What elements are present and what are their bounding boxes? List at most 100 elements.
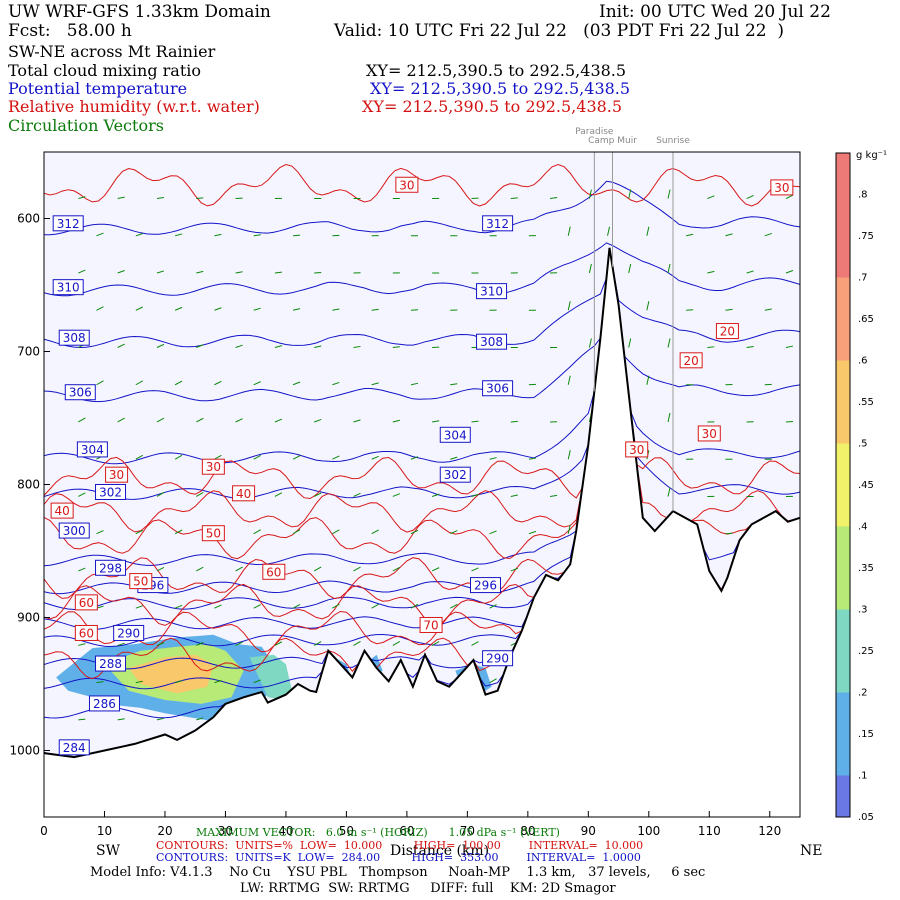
circulation-vector-158 <box>471 494 479 497</box>
circulation-vector-142 <box>567 450 571 460</box>
x-tick-label-2: 20 <box>157 824 172 838</box>
circulation-vector-58 <box>135 306 144 311</box>
circulation-vector-183 <box>235 566 243 572</box>
circulation-vector-181 <box>156 566 165 572</box>
colorbar-swatch-18 <box>836 526 850 548</box>
colorbar-tick-0: .8 <box>858 190 868 201</box>
max-vector-info: MAXIMUM VECTOR: 6.0 m s⁻¹ (HORIZ) 1.05 d… <box>196 826 560 839</box>
circulation-vector-176 <box>528 530 537 535</box>
circulation-vector-115 <box>196 417 204 423</box>
x-tick-label-3: 30 <box>218 824 233 838</box>
colorbar-swatch-16 <box>836 485 850 507</box>
field-cloud-xy: XY= 212.5,390.5 to 292.5,438.5 <box>366 61 627 80</box>
rh-label-2-box <box>105 466 129 483</box>
theta-label-13: 312 <box>486 217 509 231</box>
rh-label-7-box <box>129 573 153 590</box>
theta-label-20-box <box>482 650 514 667</box>
rh-label-15-box <box>625 441 649 458</box>
y-tick-label-4: 1000 <box>9 744 40 758</box>
circulation-vector-106 <box>567 375 571 385</box>
circulation-vector-119 <box>353 419 361 423</box>
circulation-vector-64 <box>371 308 379 311</box>
colorbar-tick-4: .6 <box>858 356 868 367</box>
colorbar-swatch-25 <box>836 671 850 693</box>
site-label-1: Camp Muir <box>588 136 637 146</box>
circulation-vector-220 <box>78 718 86 721</box>
circulation-vector-83 <box>392 346 400 349</box>
theta-label-3: 290 <box>117 626 140 640</box>
colorbar-swatch-11 <box>836 381 850 403</box>
terrain-line <box>43 247 801 759</box>
circulation-vector-135 <box>292 455 301 460</box>
circulation-vector-59 <box>174 306 183 311</box>
rh-label-9: 60 <box>79 596 94 610</box>
x-tick-label-1: 10 <box>97 824 112 838</box>
theta-label-7-box <box>95 483 127 500</box>
circulation-vector-167 <box>174 529 183 535</box>
circulation-vector-22 <box>214 233 222 237</box>
rh-label-10: 60 <box>79 626 94 640</box>
colorbar-swatch-14 <box>836 443 850 465</box>
colorbar-swatch-31 <box>836 796 850 818</box>
circulation-vector-34 <box>686 233 694 237</box>
colorbar-tick-11: .25 <box>858 646 874 657</box>
circulation-vector-91 <box>707 346 715 349</box>
circulation-vector-217 <box>214 679 222 684</box>
circulation-vector-70 <box>646 301 650 311</box>
circulation-vector-120 <box>392 419 400 423</box>
rh-label-14: 30 <box>702 427 717 441</box>
field-rh-label: Relative humidity (w.r.t. water) <box>8 97 260 116</box>
circulation-vector-223 <box>196 717 204 721</box>
model-title: UW WRF-GFS 1.33km Domain <box>8 2 271 22</box>
colorbar-tick-15: .05 <box>858 812 874 823</box>
circulation-vector-208 <box>313 641 322 646</box>
field-cloud-label: Total cloud mixing ratio <box>8 61 202 80</box>
circulation-vector-134 <box>253 454 261 460</box>
circulation-vector-170 <box>292 529 301 535</box>
circulation-vector-33 <box>646 226 650 236</box>
section-description: SW-NE across Mt Rainier <box>8 42 216 61</box>
colorbar-swatch-6 <box>836 277 850 299</box>
circulation-vector-3 <box>196 197 204 200</box>
theta-label-10: 308 <box>63 331 86 345</box>
rh-label-7: 50 <box>133 575 148 589</box>
circulation-vector-69 <box>567 301 571 311</box>
rh-label-12-box <box>715 323 739 340</box>
circulation-vector-96 <box>174 380 183 386</box>
circulation-vector-129 <box>785 420 793 423</box>
circulation-vector-174 <box>450 530 458 535</box>
theta-label-19-box <box>470 577 502 594</box>
circulation-vector-155 <box>353 492 361 497</box>
colorbar-tick-8: .4 <box>858 522 868 533</box>
colorbar-swatch-2 <box>836 194 850 216</box>
circulation-vector-203 <box>117 642 125 646</box>
circulation-vector-42 <box>235 271 243 274</box>
theta-label-9: 306 <box>69 386 92 400</box>
circulation-vector-209 <box>353 641 361 646</box>
rh-label-11: 70 <box>423 618 438 632</box>
circulation-vector-190 <box>510 567 518 572</box>
y-tick-label-0: 600 <box>17 212 40 226</box>
theta-contour-312 <box>44 180 800 236</box>
rh-label-8: 60 <box>266 565 281 579</box>
colorbar-tick-9: .35 <box>858 563 874 574</box>
circulation-vector-51 <box>588 263 592 274</box>
rh-label-9-box <box>74 594 98 611</box>
x-tick-label-11: 110 <box>698 824 721 838</box>
circulation-vector-100 <box>332 381 340 386</box>
theta-label-12-box <box>52 215 84 232</box>
circulation-vector-186 <box>353 566 361 572</box>
rh-label-5-box <box>232 485 256 502</box>
circulation-vector-215 <box>135 680 143 684</box>
circulation-vector-97 <box>214 380 222 386</box>
circulation-vector-77 <box>156 343 165 348</box>
circulation-vector-103 <box>450 383 458 386</box>
theta-label-2: 288 <box>99 657 122 671</box>
colorbar-swatch-21 <box>836 588 850 610</box>
rh-label-0-box <box>395 176 419 193</box>
circulation-vector-79 <box>235 344 243 348</box>
colorbar-swatch-9 <box>836 339 850 361</box>
colorbar-tick-12: .2 <box>858 688 868 699</box>
circulation-vector-52 <box>628 263 632 274</box>
circulation-vector-200 <box>450 603 458 609</box>
